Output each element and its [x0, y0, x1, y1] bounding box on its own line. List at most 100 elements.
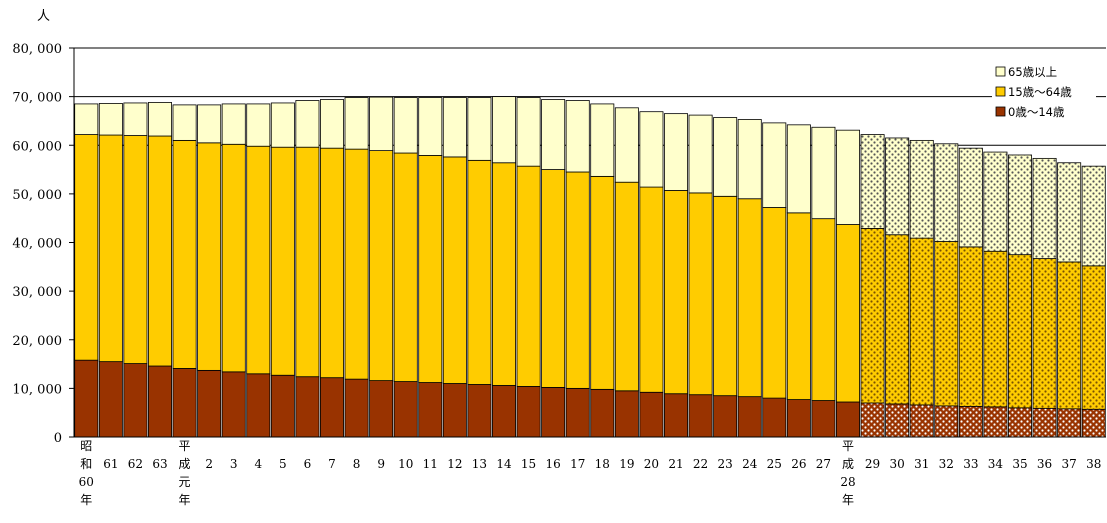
x-label-41: 38 — [1086, 457, 1101, 471]
bar-2-23 — [639, 111, 664, 188]
x-label-40: 37 — [1061, 457, 1076, 471]
legend: 65歳以上 15歳～64歳 0歳～14歳 — [992, 61, 1096, 129]
bar-0-34 — [909, 404, 934, 438]
x-label-0-1: 和 — [80, 457, 92, 471]
bar-1-24 — [664, 190, 688, 395]
bar-1-30 — [811, 218, 836, 401]
y-tick-label-8: 80, 000 — [12, 42, 62, 57]
bar-0-11 — [344, 378, 369, 438]
bar-1-18 — [516, 165, 541, 387]
x-label-11: 8 — [353, 457, 361, 471]
bar-2-27 — [737, 119, 762, 200]
bar-0-22 — [614, 390, 639, 438]
bar-1-16 — [467, 159, 492, 385]
bar-0-25 — [688, 394, 713, 438]
x-label-18: 15 — [521, 457, 536, 471]
bar-1-29 — [786, 212, 811, 400]
bar-0-14 — [418, 382, 443, 438]
bar-1-34 — [909, 237, 934, 406]
bar-0-27 — [737, 396, 762, 438]
bar-2-30 — [811, 126, 836, 220]
bar-1-26 — [713, 195, 738, 397]
x-label-37: 34 — [988, 457, 1004, 471]
bar-1-17 — [492, 162, 516, 386]
bar-1-13 — [393, 152, 418, 382]
bar-1-25 — [688, 192, 713, 396]
bar-1-4 — [172, 139, 197, 369]
bar-2-34 — [909, 139, 934, 239]
x-label-5: 2 — [205, 457, 213, 471]
bar-0-26 — [713, 395, 738, 438]
x-label-24: 21 — [668, 457, 683, 471]
bar-0-15 — [442, 383, 467, 438]
x-label-32: 29 — [865, 457, 880, 471]
bar-0-32 — [860, 402, 885, 438]
legend-label-1: 15歳～64歳 — [1008, 85, 1072, 99]
bar-0-9 — [295, 376, 320, 438]
bar-1-33 — [885, 234, 910, 405]
y-unit-label: 人 — [37, 9, 50, 24]
bar-2-33 — [885, 137, 910, 236]
x-label-35: 32 — [939, 457, 954, 471]
x-label-9: 6 — [304, 457, 312, 471]
bar-2-36 — [958, 147, 983, 248]
bar-0-6 — [221, 371, 246, 438]
x-label-3: 63 — [152, 457, 167, 471]
y-tick-label-5: 50, 000 — [12, 188, 62, 203]
bar-2-11 — [344, 97, 369, 150]
bar-0-1 — [98, 361, 123, 438]
x-label-0-2: 60 — [79, 475, 94, 489]
bar-0-2 — [123, 363, 148, 438]
bar-2-7 — [246, 103, 271, 147]
bar-0-4 — [172, 368, 197, 438]
bar-1-2 — [123, 135, 148, 364]
bar-2-13 — [393, 97, 418, 154]
x-label-12: 9 — [377, 457, 385, 471]
bar-2-10 — [320, 99, 344, 149]
x-label-10: 7 — [328, 457, 336, 471]
bar-0-28 — [762, 397, 787, 438]
bar-0-21 — [590, 388, 615, 438]
bar-1-15 — [442, 156, 467, 384]
x-label-22: 19 — [619, 457, 634, 471]
bar-2-16 — [467, 97, 492, 161]
bar-1-7 — [246, 145, 271, 375]
bar-1-38 — [1008, 254, 1032, 409]
bar-0-19 — [541, 386, 566, 438]
legend-swatch-0 — [995, 106, 1006, 117]
bar-0-36 — [958, 405, 983, 438]
bar-1-32 — [860, 227, 885, 404]
y-tick-label-2: 20, 000 — [12, 334, 62, 349]
y-tick-label-1: 10, 000 — [12, 382, 62, 397]
bar-2-21 — [590, 103, 615, 177]
bar-2-31 — [836, 129, 860, 225]
bar-1-37 — [983, 250, 1008, 408]
legend-swatch-1 — [995, 86, 1006, 97]
bar-2-9 — [295, 100, 320, 148]
bar-1-19 — [541, 169, 566, 388]
bar-1-39 — [1032, 258, 1057, 409]
x-label-26: 23 — [717, 457, 732, 471]
legend-background — [992, 61, 1096, 129]
x-label-20: 17 — [570, 457, 585, 471]
bar-0-29 — [786, 399, 811, 438]
bar-2-22 — [614, 107, 639, 183]
x-label-1: 61 — [103, 457, 118, 471]
bar-1-6 — [221, 143, 246, 373]
bar-1-27 — [737, 198, 762, 398]
x-label-33: 30 — [889, 457, 904, 471]
bars — [74, 96, 1106, 438]
x-label-28: 25 — [767, 457, 782, 471]
bar-0-18 — [516, 386, 541, 438]
y-tick-label-4: 40, 000 — [12, 237, 62, 252]
bar-2-1 — [98, 103, 123, 136]
bar-1-10 — [320, 147, 344, 379]
x-label-6: 3 — [230, 457, 238, 471]
bar-0-13 — [393, 381, 418, 438]
bar-1-0 — [74, 134, 99, 361]
x-label-27: 24 — [742, 457, 758, 471]
gridlines — [74, 47, 1106, 146]
bar-2-6 — [221, 103, 246, 145]
bar-0-40 — [1057, 408, 1082, 438]
